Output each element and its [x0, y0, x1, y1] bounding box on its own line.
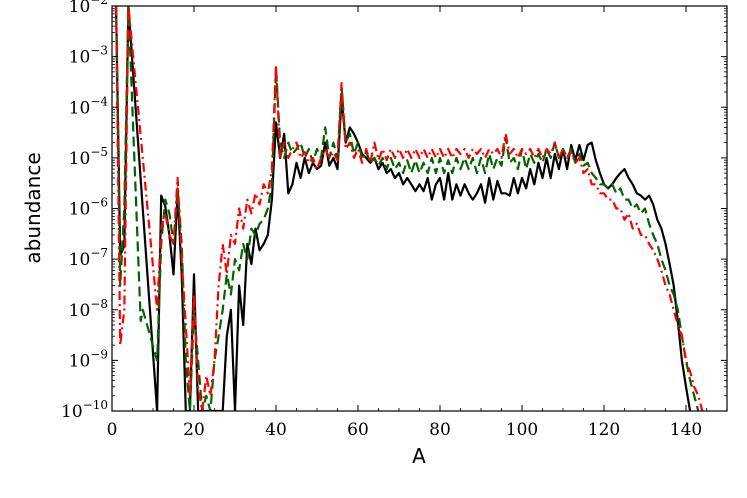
x-tick-label: 0 [107, 420, 118, 440]
x-tick-label: 60 [347, 420, 369, 440]
ticks-layer: 0 20 40 60 80 100 120 140 10−10 10−9 10−8 10−7 10−6 1… [61, 0, 728, 440]
x-tick-label: 80 [429, 420, 451, 440]
y-tick-label: 10−5 [69, 145, 108, 169]
y-tick-label: 10−2 [69, 0, 108, 17]
y-axis-label: abundance [21, 152, 45, 263]
y-tick-label: 10−9 [69, 347, 108, 371]
series-line-1 [115, 6, 692, 411]
series-line-2 [115, 6, 700, 411]
series-layer [115, 6, 704, 411]
y-tick-label: 10−4 [69, 94, 109, 118]
series-line-3 [115, 6, 704, 411]
y-tick-label: 10−3 [69, 44, 108, 68]
x-tick-label: 20 [183, 420, 205, 440]
x-tick-label: 40 [265, 420, 287, 440]
y-tick-label: 10−8 [69, 297, 108, 321]
x-tick-label: 120 [588, 420, 620, 440]
y-tick-label: 10−6 [69, 196, 108, 220]
y-tick-label: 10−7 [69, 246, 108, 270]
y-tick-label: 10−10 [61, 398, 108, 422]
x-axis-label: A [412, 444, 426, 468]
x-tick-label: 140 [670, 420, 702, 440]
x-tick-label: 100 [506, 420, 538, 440]
